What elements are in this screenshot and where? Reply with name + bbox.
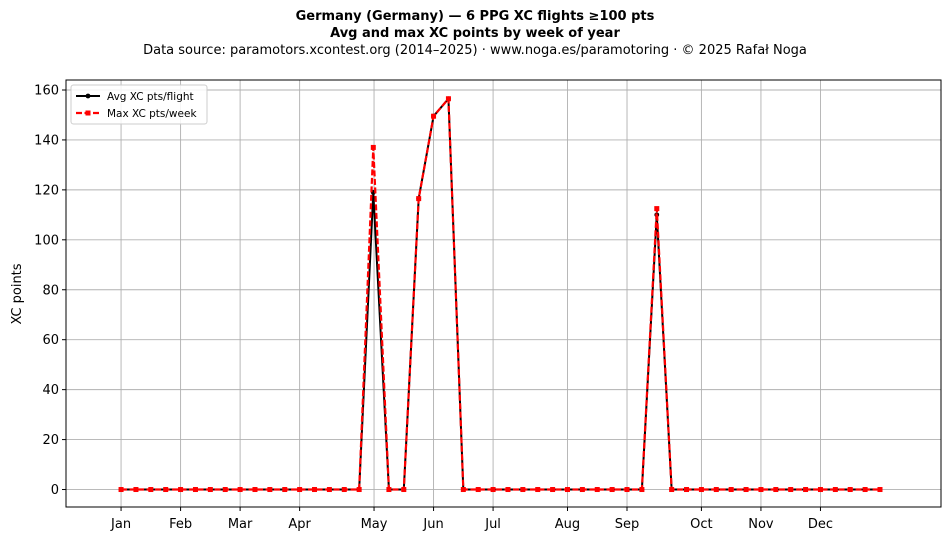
plot-frame: [65, 79, 942, 508]
x-tick-label: May: [361, 517, 388, 532]
data-point: [803, 487, 809, 493]
data-point: [282, 487, 288, 493]
data-point: [148, 487, 154, 493]
data-point: [237, 487, 243, 493]
data-point: [460, 487, 466, 493]
data-point: [520, 487, 526, 493]
data-point: [356, 487, 362, 493]
x-axis: Jan Feb Mar Apr May Jun Jul Aug Sep Oct Nov Dec: [110, 507, 833, 532]
x-tick-label: Dec: [808, 517, 833, 532]
data-point: [163, 487, 169, 493]
data-point: [684, 487, 690, 493]
data-point: [594, 487, 600, 493]
data-point: [386, 487, 392, 493]
data-point: [312, 487, 318, 493]
series-layer: [118, 96, 883, 493]
data-point: [877, 487, 883, 493]
data-point: [773, 487, 779, 493]
data-point: [847, 487, 853, 493]
data-point: [401, 487, 407, 493]
legend-label: Max XC pts/week: [107, 108, 197, 120]
data-point: [669, 487, 675, 493]
data-point: [118, 487, 124, 493]
y-tick-label: 120: [34, 183, 59, 198]
data-point: [252, 487, 258, 493]
series-max-xc-pts-week: [118, 96, 883, 493]
data-point: [207, 487, 213, 493]
x-tick-label: Nov: [748, 517, 774, 532]
x-tick-label: Mar: [228, 517, 253, 532]
data-point: [728, 487, 734, 493]
series-line: [121, 97, 880, 491]
data-point: [817, 487, 823, 493]
data-point: [550, 487, 556, 493]
data-point: [788, 487, 794, 493]
chart-subtitle: Data source: paramotors.xcontest.org (20…: [143, 43, 807, 58]
legend-marker: [85, 110, 91, 116]
data-point: [326, 487, 332, 493]
data-point: [698, 487, 704, 493]
data-point: [654, 206, 660, 212]
data-point: [624, 487, 630, 493]
chart-title-secondary: Avg and max XC points by week of year: [330, 26, 620, 41]
legend-box: [70, 84, 208, 125]
chart-title-block: Germany (Germany) — 6 PPG XC flights ≥10…: [0, 8, 950, 60]
y-axis: 0 20 40 60 80 100 120 140 160: [34, 83, 66, 498]
data-point: [475, 487, 481, 493]
x-tick-label: Aug: [555, 517, 580, 532]
data-point: [758, 487, 764, 493]
data-point: [445, 96, 451, 102]
data-point: [505, 487, 511, 493]
y-tick-label: 20: [42, 433, 59, 448]
x-tick-label: Feb: [169, 517, 192, 532]
data-point: [178, 487, 184, 493]
data-point: [370, 144, 376, 150]
y-tick-label: 100: [34, 233, 59, 248]
data-point: [535, 487, 541, 493]
y-axis-label: XC points: [10, 263, 25, 324]
data-point: [416, 196, 422, 202]
x-tick-label: Oct: [690, 517, 712, 532]
x-tick-label: Jan: [110, 517, 131, 532]
data-point: [743, 487, 749, 493]
legend-marker: [85, 93, 91, 99]
data-point: [431, 113, 437, 119]
data-point: [564, 487, 570, 493]
data-point: [133, 487, 139, 493]
data-point: [609, 487, 615, 493]
data-point: [832, 487, 838, 493]
x-tick-label: Jun: [422, 517, 443, 532]
data-point: [192, 487, 198, 493]
data-point: [341, 487, 347, 493]
x-tick-label: Sep: [615, 517, 640, 532]
data-point: [297, 487, 303, 493]
legend: Avg XC pts/flight Max XC pts/week: [70, 84, 208, 125]
data-point: [222, 487, 228, 493]
data-point: [639, 487, 645, 493]
y-tick-label: 160: [34, 83, 59, 98]
chart-title: Germany (Germany) — 6 PPG XC flights ≥10…: [295, 9, 655, 24]
data-point: [267, 487, 273, 493]
y-tick-label: 40: [42, 383, 59, 398]
data-point: [862, 487, 868, 493]
y-tick-label: 60: [42, 333, 59, 348]
y-tick-label: 140: [34, 133, 59, 148]
grid: [66, 80, 941, 507]
x-tick-label: Jul: [484, 517, 501, 532]
y-tick-label: 80: [42, 283, 59, 298]
x-tick-label: Apr: [288, 517, 311, 532]
data-point: [713, 487, 719, 493]
series-line: [121, 97, 880, 491]
y-tick-label: 0: [51, 483, 59, 498]
legend-label: Avg XC pts/flight: [107, 91, 194, 103]
series-avg-xc-pts-flight: [118, 96, 883, 492]
data-point: [490, 487, 496, 493]
data-point: [579, 487, 585, 493]
